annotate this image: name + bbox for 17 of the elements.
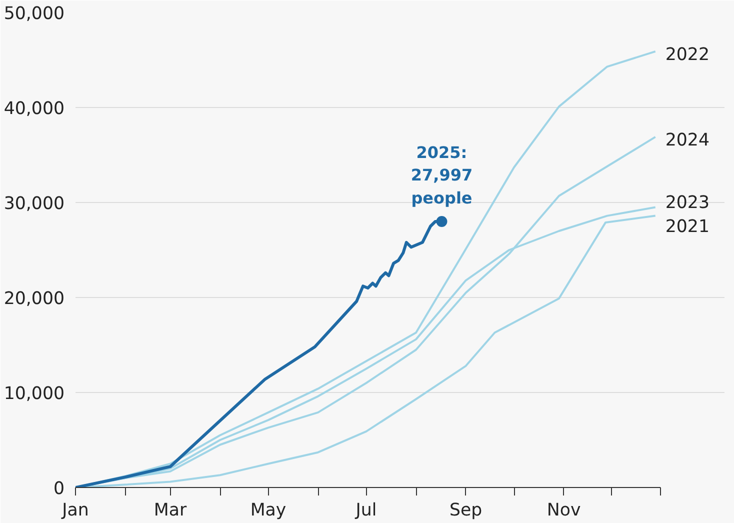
series-label: 2023 [665,193,710,214]
x-tick-label: Jan [61,500,89,520]
x-tick-label: Sep [449,500,482,520]
x-tick-label: Jul [354,500,377,520]
y-tick-label: 50,000 [4,4,65,24]
y-tick-label: 10,000 [4,384,65,404]
y-tick-label: 40,000 [4,99,65,119]
y-tick-label: 20,000 [4,289,65,309]
series-label: 2022 [665,44,710,65]
series-label: 2024 [665,130,710,150]
x-tick-label: May [250,500,286,520]
x-tick-label: Nov [546,500,581,520]
x-tick-label: Mar [154,500,188,520]
annotation: 2025: 27,997 people [410,142,473,208]
series-label: 2021 [665,216,710,237]
y-tick-label: 30,000 [4,194,65,214]
y-tick-label: 0 [53,479,65,499]
